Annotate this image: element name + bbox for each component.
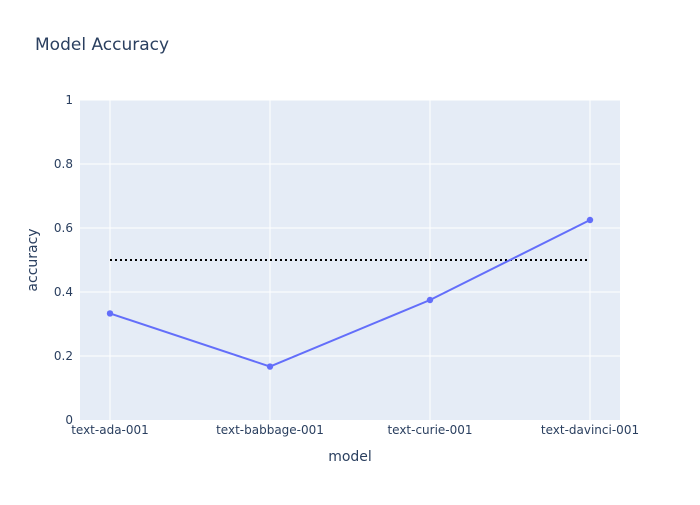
x-tick-label: text-ada-001 xyxy=(71,423,149,437)
x-tick-label: text-babbage-001 xyxy=(216,423,324,437)
x-axis-ticks: text-ada-001 text-babbage-001 text-curie-0… xyxy=(71,423,639,437)
series-layer xyxy=(106,216,594,370)
series-line xyxy=(109,219,591,368)
data-point xyxy=(426,296,434,304)
y-tick-label: 0.6 xyxy=(54,221,73,235)
y-tick-label: 0.8 xyxy=(54,157,73,171)
data-point xyxy=(266,363,274,370)
data-point xyxy=(586,216,594,224)
y-tick-label: 0.2 xyxy=(54,349,73,363)
y-axis-title: accuracy xyxy=(25,228,41,291)
y-tick-label: 0.4 xyxy=(54,285,73,299)
x-axis-title: model xyxy=(328,449,372,465)
y-tick-label: 1 xyxy=(65,93,73,107)
y-tick-label: 0 xyxy=(65,413,73,427)
chart-title: Model Accuracy xyxy=(35,35,169,55)
x-tick-label: text-curie-001 xyxy=(387,423,472,437)
x-tick-label: text-davinci-001 xyxy=(541,423,639,437)
data-point xyxy=(106,310,114,317)
y-axis-ticks: 0 0.2 0.4 0.6 0.8 1 xyxy=(54,93,73,427)
